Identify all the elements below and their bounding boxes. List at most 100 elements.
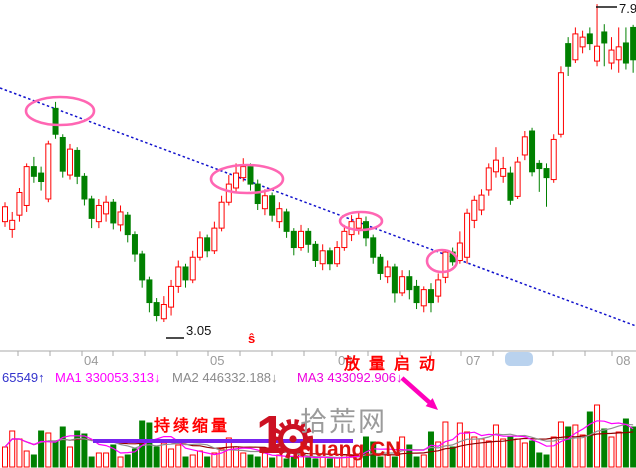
volume-bar [406, 444, 413, 468]
candle-body [579, 36, 586, 48]
volume-bar [38, 430, 45, 468]
candle-body [427, 289, 434, 304]
candle-body [507, 172, 514, 201]
candle-body [9, 219, 16, 230]
candle-body [536, 162, 543, 170]
volume-bar [168, 448, 175, 468]
highlight-ellipse [209, 163, 285, 195]
highlight-ellipse [24, 95, 96, 127]
candle-body [500, 168, 507, 177]
axis-year-04: 04 [84, 353, 99, 368]
volume-bar [283, 458, 290, 468]
candle-body [153, 302, 160, 317]
candle-body [370, 237, 377, 258]
candle-body [290, 230, 297, 249]
volume-bar [413, 456, 420, 468]
volume-bar [507, 436, 514, 468]
volume-bar [9, 430, 16, 468]
volume-bar [456, 422, 463, 468]
candle-body [30, 166, 37, 177]
volume-ma2-label: MA2 446332.188↓ [172, 370, 278, 385]
candle-body [420, 289, 427, 307]
volume-bar [124, 454, 131, 468]
candle-body [2, 206, 8, 223]
volume-bar [247, 454, 254, 468]
candle-body [204, 237, 211, 252]
candle-body [261, 195, 268, 210]
volume-bar [175, 444, 182, 468]
watermark-site-name: 拾荒网 [300, 407, 387, 437]
candle-body [319, 250, 326, 265]
candle-body [211, 227, 218, 252]
candle-body [608, 49, 615, 64]
volume-bar [500, 438, 507, 468]
watermark-domain: Huang.CN [299, 438, 401, 461]
volume-bar [189, 454, 196, 468]
candle-body [298, 230, 305, 249]
volume-ma3-label: MA3 433092.906↓ [297, 370, 403, 385]
candle-body [478, 194, 485, 211]
candle-body [175, 266, 182, 287]
volume-bar [305, 457, 312, 468]
candle-body [471, 199, 478, 221]
volume-bar [427, 431, 434, 468]
candle-body [334, 247, 341, 265]
gear-icon [273, 419, 313, 459]
candle-body [399, 276, 406, 294]
candle-body [182, 266, 189, 281]
volume-bar [630, 426, 636, 468]
candle-body [103, 201, 110, 215]
candle-body [630, 26, 636, 61]
candle-body [16, 192, 23, 216]
volume-bar [521, 442, 528, 468]
volume-bar [435, 441, 442, 468]
shrink-volume-annotation: 持续缩量 [154, 418, 231, 435]
volume-bar [45, 432, 52, 468]
volume-bar [377, 456, 384, 468]
candle-body [355, 217, 362, 229]
volume-bar [492, 424, 499, 468]
candle-body [66, 148, 73, 176]
volume-bar [88, 456, 95, 468]
breakout-annotation: 放量启动 [344, 356, 445, 373]
candle-body [557, 72, 564, 135]
volume-bar [160, 442, 167, 468]
candle-body [196, 237, 203, 258]
candle-body [326, 250, 333, 265]
volume-bar [225, 437, 232, 468]
volume-bar [103, 452, 110, 468]
volume-bar [565, 426, 572, 468]
candle-body [131, 234, 138, 255]
candle-body [110, 201, 117, 224]
candle-body [240, 166, 247, 179]
volume-bar [2, 446, 8, 468]
volume-ma1-label: MA1 330053.313↓ [55, 370, 161, 385]
candle-body [384, 266, 391, 278]
candle-body [59, 136, 66, 172]
volume-bar [471, 436, 478, 468]
candle-body [23, 166, 30, 206]
candle-body [377, 256, 384, 274]
volume-bar [622, 418, 629, 468]
volume-bar [131, 448, 138, 468]
volume-bar [254, 456, 261, 468]
volume-bar [420, 454, 427, 468]
candle-body [247, 166, 254, 185]
candle-body [529, 130, 536, 173]
candle-body [38, 172, 45, 183]
volume-bar [30, 454, 37, 468]
volume-bar [312, 458, 319, 468]
volume-bar [464, 431, 471, 468]
candle-body [283, 211, 290, 232]
candle-body [95, 204, 102, 223]
volume-bar [355, 453, 362, 468]
candle-body [218, 201, 225, 229]
candle-body [391, 266, 398, 294]
volume-bar [529, 440, 536, 468]
candle-body [225, 183, 232, 203]
ex-rights-marker: ŝ [248, 331, 256, 346]
candle-body [168, 285, 175, 308]
timeline-highlight-thumb[interactable] [505, 352, 533, 366]
